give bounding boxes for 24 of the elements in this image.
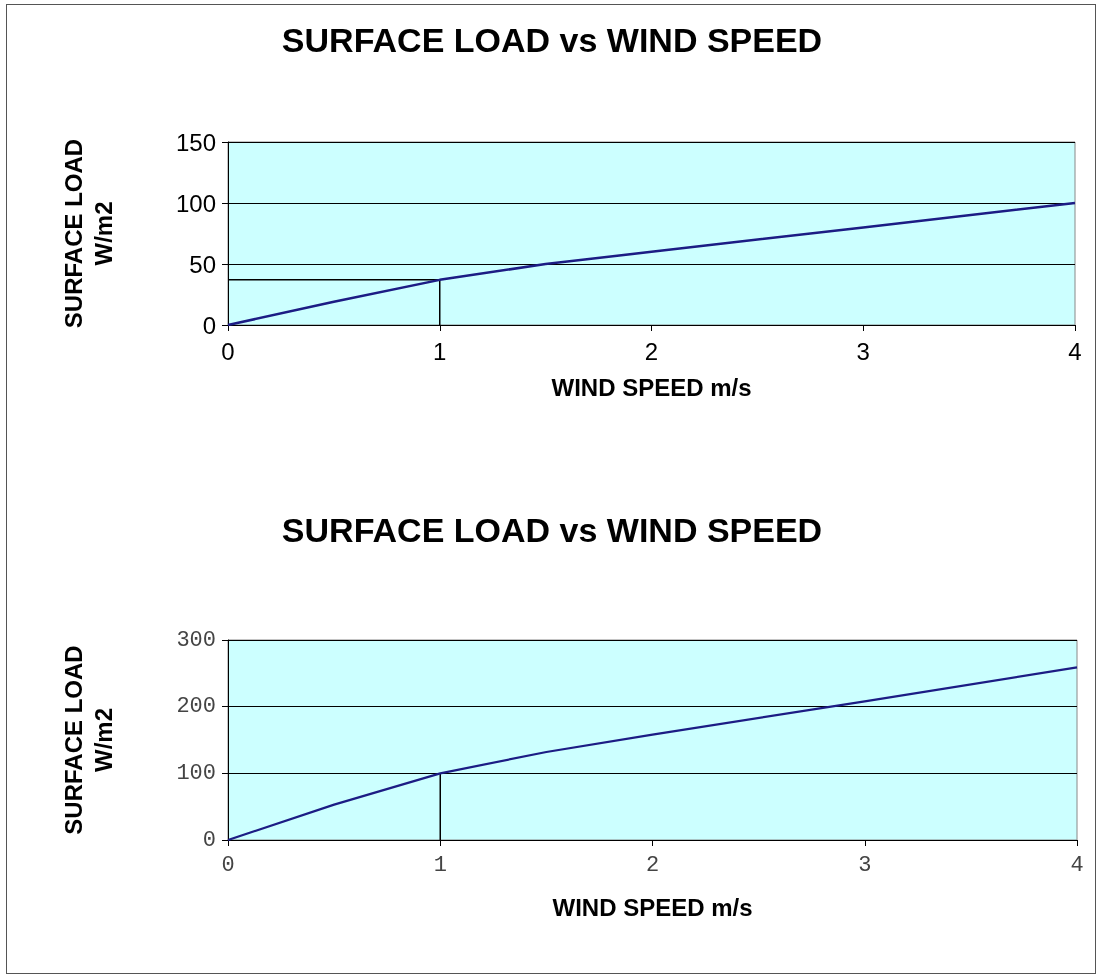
chart-title: SURFACE LOAD vs WIND SPEED bbox=[281, 511, 823, 549]
y-tick-label: 100 bbox=[175, 189, 216, 217]
y-tick-label: 300 bbox=[176, 627, 216, 653]
y-tick-label: 150 bbox=[175, 128, 216, 156]
x-tick-label: 2 bbox=[645, 852, 660, 878]
y-tick-label: 50 bbox=[189, 250, 216, 278]
x-tick-label: 3 bbox=[856, 337, 870, 365]
y-tick-label: 0 bbox=[202, 311, 216, 339]
y-tick-label: 100 bbox=[176, 760, 216, 786]
y-axis-title: SURFACE LOAD W/m2 bbox=[59, 645, 117, 835]
x-tick-label: 1 bbox=[433, 337, 447, 365]
x-axis-title: WIND SPEED m/s bbox=[551, 373, 752, 401]
chart-title: SURFACE LOAD vs WIND SPEED bbox=[281, 21, 823, 59]
y-axis-title: SURFACE LOAD W/m2 bbox=[59, 138, 117, 329]
x-tick-label: 1 bbox=[433, 852, 447, 878]
y-tick-label: 0 bbox=[202, 827, 216, 853]
x-tick-label: 4 bbox=[1070, 852, 1084, 878]
x-tick-label: 0 bbox=[221, 337, 235, 365]
x-tick-label: 4 bbox=[1068, 337, 1082, 365]
y-tick-label: 200 bbox=[176, 694, 216, 720]
x-tick-label: 3 bbox=[858, 852, 872, 878]
x-axis-title: WIND SPEED m/s bbox=[552, 893, 753, 921]
x-tick-label: 2 bbox=[644, 337, 659, 365]
x-tick-label: 0 bbox=[221, 852, 235, 878]
